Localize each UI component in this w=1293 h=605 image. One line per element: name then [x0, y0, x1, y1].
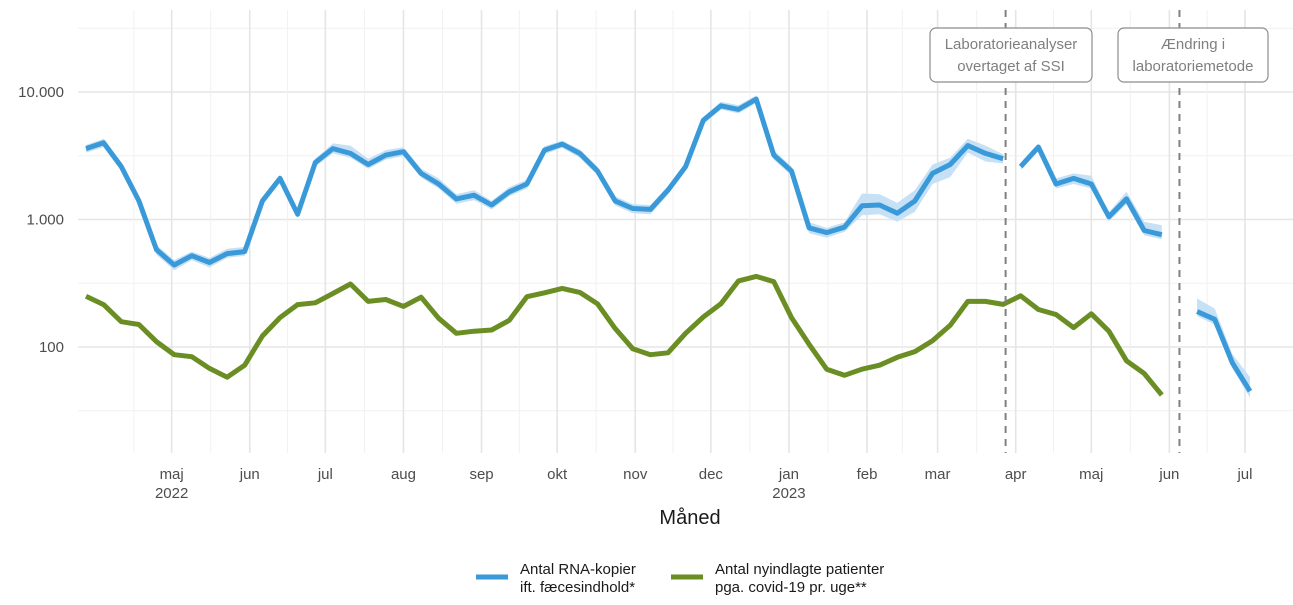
x-tick-label: apr	[1005, 466, 1027, 483]
x-tick-label: jun	[239, 466, 260, 483]
series-1-line	[1196, 309, 1253, 393]
annotation-text: laboratoriemetode	[1133, 58, 1254, 75]
x-tick-year-label: 2023	[772, 485, 805, 502]
x-tick-label: maj	[1079, 466, 1103, 483]
series-lines	[84, 96, 1253, 397]
axis-labels: 100 1.000 10.000 maj 2022 jun jul aug sep okt nov d…	[18, 84, 1252, 502]
annotation-box	[929, 27, 1093, 83]
series-1-line	[1018, 144, 1163, 238]
legend-label-line: Antal nyindlagte patienter	[715, 561, 884, 578]
annotation-text: Laboratorieanalyser	[945, 36, 1078, 53]
annotation-box	[1117, 27, 1269, 83]
y-tick-label: 1.000	[26, 212, 64, 229]
series-2-line	[84, 273, 1164, 397]
x-tick-label: sep	[469, 466, 493, 483]
x-tick-year-label: 2022	[155, 485, 188, 502]
annotations: Laboratorieanalyser overtaget af SSI Ændri…	[929, 10, 1269, 453]
y-tick-label: 100	[39, 339, 64, 356]
x-tick-label: feb	[857, 466, 878, 483]
x-tick-label: jun	[1158, 466, 1179, 483]
annotation-text: overtaget af SSI	[957, 58, 1065, 75]
x-tick-label: maj	[160, 466, 184, 483]
legend-label-line: Antal RNA-kopier	[520, 561, 636, 578]
grid-lines	[78, 10, 1293, 453]
legend-label-line: pga. covid-19 pr. uge**	[715, 579, 867, 596]
annotation-text: Ændring i	[1161, 36, 1225, 53]
x-tick-label: nov	[623, 466, 648, 483]
series-1-band	[86, 95, 1004, 271]
legend-label-line: ift. fæcesindhold*	[520, 579, 635, 596]
x-tick-label: jan	[778, 466, 799, 483]
x-axis-title: Måned	[659, 507, 720, 529]
x-tick-label: dec	[699, 466, 724, 483]
x-tick-label: mar	[925, 466, 951, 483]
x-tick-label: jul	[1236, 466, 1252, 483]
x-tick-label: okt	[547, 466, 568, 483]
series-1-line	[85, 96, 1004, 268]
x-tick-label: jul	[317, 466, 333, 483]
y-tick-label: 10.000	[18, 84, 64, 101]
x-tick-label: aug	[391, 466, 416, 483]
